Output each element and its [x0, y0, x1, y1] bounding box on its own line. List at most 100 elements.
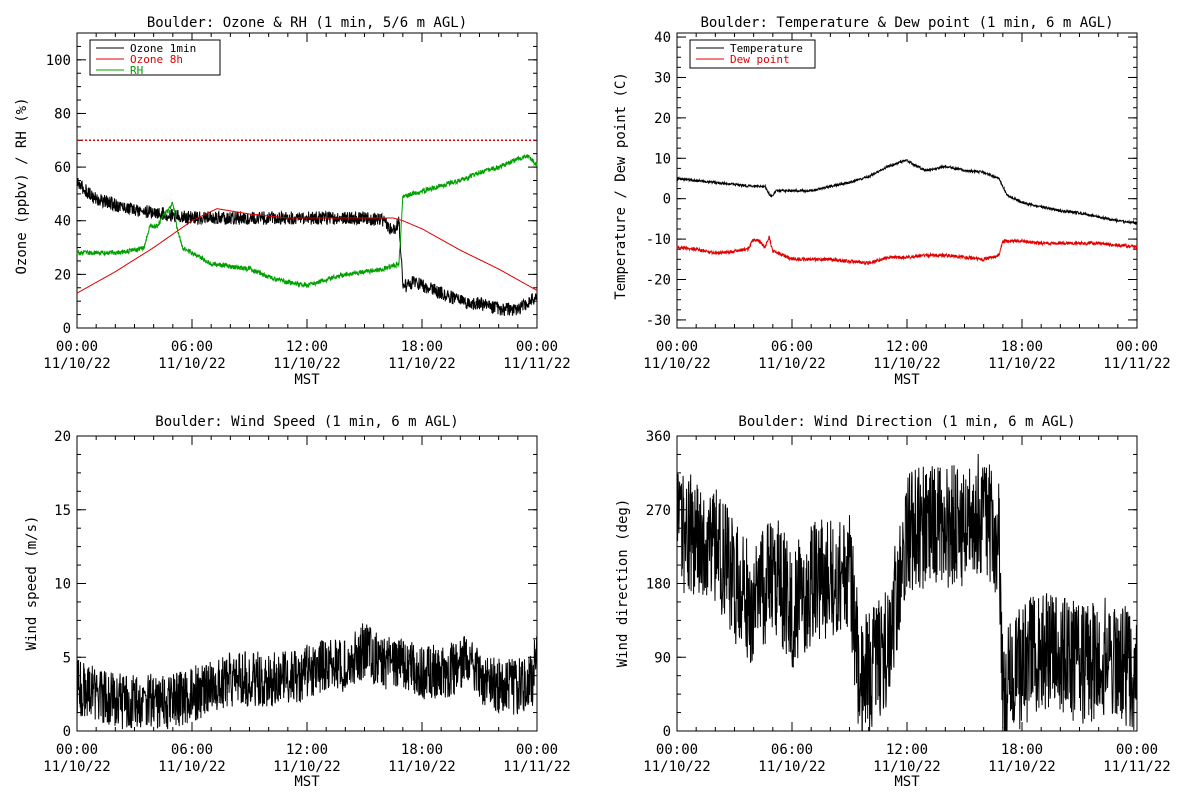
y-tick-label: 0 — [663, 724, 671, 740]
y-tick-label: 0 — [63, 724, 71, 740]
x-tick-time: 18:00 — [401, 742, 443, 758]
legend-label-ozone-8h: Ozone 8h — [130, 53, 183, 66]
series-line — [676, 453, 1138, 732]
x-tick-date: 11/10/22 — [388, 356, 455, 372]
legend-label-rh: RH — [130, 64, 143, 77]
x-tick-date: 11/10/22 — [873, 759, 940, 775]
chart-title: Boulder: Wind Speed (1 min, 6 m AGL) — [155, 414, 458, 430]
legend-label-temperature: Temperature — [730, 42, 803, 55]
x-tick-date: 11/10/22 — [273, 759, 340, 775]
x-tick-date: 11/10/22 — [643, 356, 710, 372]
series-layer — [676, 453, 1138, 732]
series-layer — [76, 153, 538, 317]
x-axis-label: MST — [294, 372, 320, 388]
x-tick-date: 11/10/22 — [273, 356, 340, 372]
x-tick-date: 11/11/22 — [1103, 356, 1170, 372]
x-tick-date: 11/10/22 — [43, 356, 110, 372]
x-tick-time: 00:00 — [56, 742, 98, 758]
y-tick-label: 40 — [654, 30, 671, 46]
x-tick-date: 11/10/22 — [643, 759, 710, 775]
x-axis-label: MST — [894, 372, 920, 388]
series-layer — [76, 623, 538, 730]
chart-title: Boulder: Wind Direction (1 min, 6 m AGL) — [738, 414, 1075, 430]
series-line-ozone-1min — [76, 177, 538, 317]
legend-box — [89, 39, 221, 76]
series-line-rh — [76, 153, 538, 289]
y-tick-label: 90 — [654, 650, 671, 666]
x-tick-time: 00:00 — [56, 339, 98, 355]
x-tick-date: 11/11/22 — [503, 759, 570, 775]
x-tick-time: 06:00 — [771, 339, 813, 355]
y-tick-label: 100 — [46, 53, 71, 69]
x-tick-time: 12:00 — [886, 742, 928, 758]
legend: Temperature Dew point — [689, 39, 816, 69]
y-tick-label: 80 — [54, 106, 71, 122]
x-tick-date: 11/11/22 — [1103, 759, 1170, 775]
x-tick-time: 12:00 — [286, 339, 328, 355]
legend-box — [689, 39, 816, 69]
y-tick-label: -20 — [646, 273, 671, 289]
x-tick-time: 00:00 — [516, 339, 558, 355]
y-tick-label: 360 — [646, 429, 671, 445]
temperature-dewpoint-panel: Boulder: Temperature & Dew point (1 min,… — [613, 15, 1171, 388]
x-tick-time: 18:00 — [1001, 339, 1043, 355]
wind-direction-panel: Boulder: Wind Direction (1 min, 6 m AGL)… — [615, 414, 1171, 790]
y-tick-label: -30 — [646, 313, 671, 329]
x-tick-time: 00:00 — [1116, 742, 1158, 758]
y-axis-label: Ozone (ppbv) / RH (%) — [14, 97, 30, 274]
x-tick-date: 11/10/22 — [988, 356, 1055, 372]
y-tick-label: 20 — [54, 429, 71, 445]
chart-title: Boulder: Temperature & Dew point (1 min,… — [700, 15, 1113, 31]
y-axis-label: Wind direction (deg) — [615, 499, 631, 668]
axis-ticks: -30-20-1001020304000:0011/10/2206:0011/1… — [643, 30, 1170, 372]
series-line-ozone-8h — [76, 208, 538, 294]
wind-speed-panel: Boulder: Wind Speed (1 min, 6 m AGL) Win… — [24, 414, 571, 790]
x-tick-time: 00:00 — [656, 742, 698, 758]
legend: Ozone 1min Ozone 8h RH — [89, 39, 221, 77]
y-tick-label: 15 — [54, 503, 71, 519]
x-tick-time: 18:00 — [1001, 742, 1043, 758]
x-tick-time: 12:00 — [286, 742, 328, 758]
x-tick-date: 11/10/22 — [43, 759, 110, 775]
axis-ticks: 0510152000:0011/10/2206:0011/10/2212:001… — [43, 429, 570, 775]
y-tick-label: 20 — [54, 267, 71, 283]
x-tick-date: 11/10/22 — [388, 759, 455, 775]
x-tick-time: 06:00 — [171, 742, 213, 758]
y-tick-label: 30 — [654, 70, 671, 86]
series-line-dew-point — [676, 235, 1138, 266]
y-tick-label: 0 — [663, 192, 671, 208]
y-tick-label: 270 — [646, 503, 671, 519]
y-tick-label: 40 — [54, 214, 71, 230]
legend-label-dew-point: Dew point — [730, 53, 790, 66]
y-tick-label: 10 — [654, 151, 671, 167]
x-tick-time: 00:00 — [516, 742, 558, 758]
chart-title: Boulder: Ozone & RH (1 min, 5/6 m AGL) — [147, 15, 467, 31]
x-tick-date: 11/10/22 — [158, 356, 225, 372]
x-tick-time: 00:00 — [656, 339, 698, 355]
y-tick-label: 0 — [63, 321, 71, 337]
x-tick-time: 00:00 — [1116, 339, 1158, 355]
x-axis-label: MST — [894, 774, 920, 790]
y-axis-label: Temperature / Dew point (C) — [613, 72, 629, 300]
x-tick-date: 11/10/22 — [758, 759, 825, 775]
x-tick-date: 11/10/22 — [758, 356, 825, 372]
x-tick-date: 11/10/22 — [873, 356, 940, 372]
x-tick-time: 12:00 — [886, 339, 928, 355]
x-tick-time: 06:00 — [771, 742, 813, 758]
x-tick-date: 11/10/22 — [158, 759, 225, 775]
y-tick-label: -10 — [646, 232, 671, 248]
series-line — [76, 623, 538, 730]
x-tick-date: 11/10/22 — [988, 759, 1055, 775]
ozone-rh-panel: Boulder: Ozone & RH (1 min, 5/6 m AGL) O… — [14, 15, 571, 388]
x-tick-date: 11/11/22 — [503, 356, 570, 372]
plot-frame — [676, 32, 1138, 329]
y-tick-label: 10 — [54, 577, 71, 593]
series-layer — [676, 159, 1138, 266]
x-tick-time: 18:00 — [401, 339, 443, 355]
y-tick-label: 5 — [63, 650, 71, 666]
x-axis-label: MST — [294, 774, 320, 790]
axis-ticks: 02040608010000:0011/10/2206:0011/10/2212… — [43, 32, 571, 372]
x-tick-time: 06:00 — [171, 339, 213, 355]
y-tick-label: 20 — [654, 111, 671, 127]
